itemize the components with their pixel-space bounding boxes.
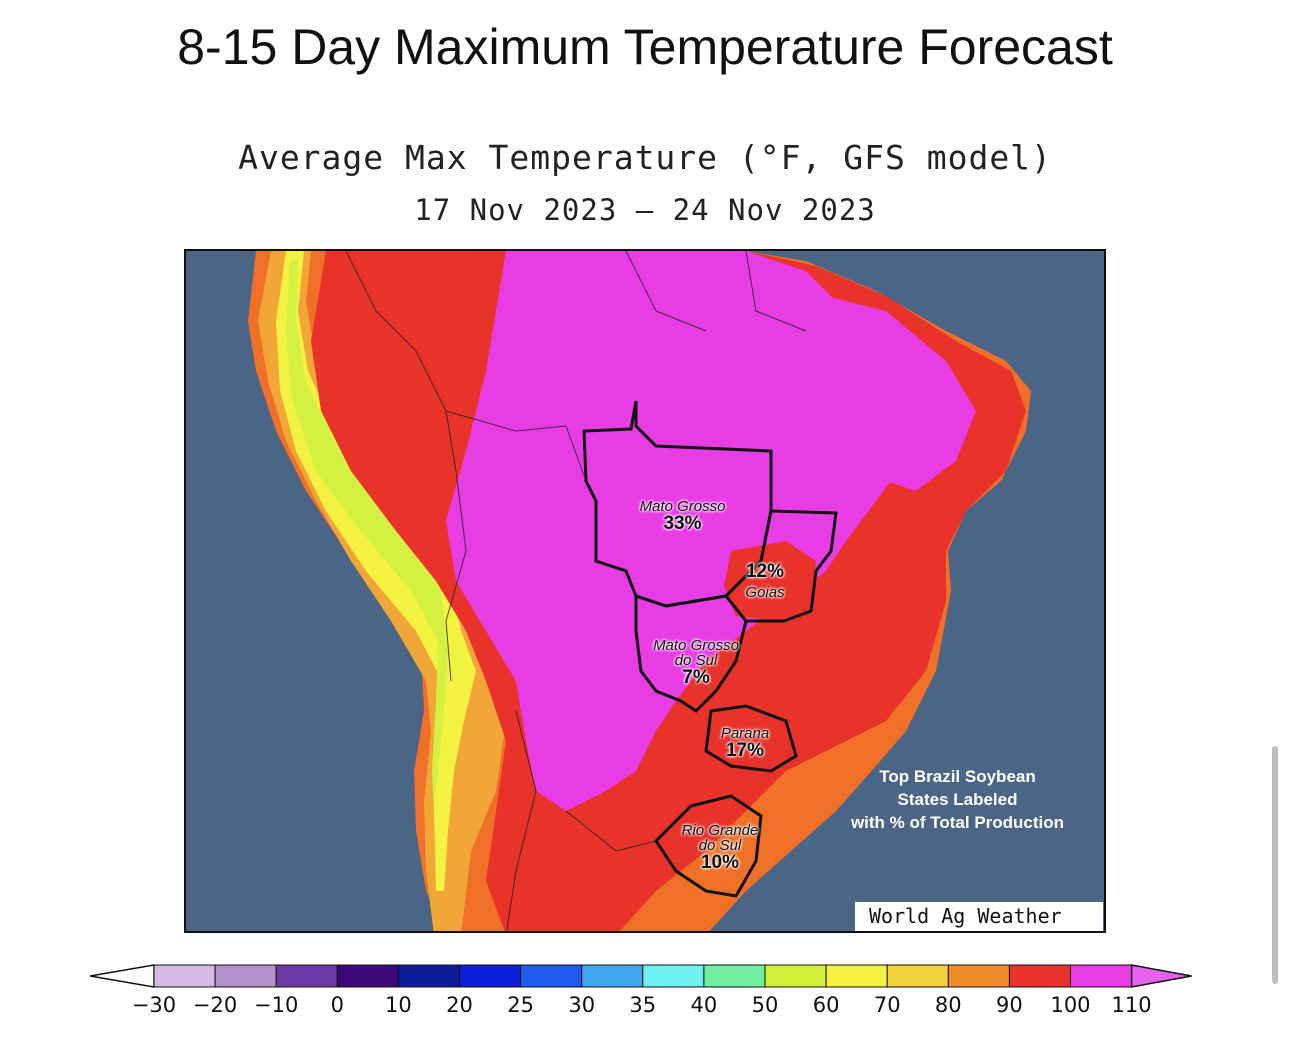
soy-state-borders: [582, 400, 838, 898]
legend-tick-label: 110: [1112, 993, 1152, 1017]
legend-tick-label: 80: [935, 993, 962, 1017]
legend-tick-label: 20: [446, 993, 473, 1017]
legend-tick-label: 60: [813, 993, 840, 1017]
legend-tick-label: 30: [568, 993, 595, 1017]
state-name: Mato Grosso: [639, 498, 726, 515]
border-parana: [704, 704, 798, 773]
legend-swatch: [153, 964, 216, 988]
state-label-rio-grande-do-sul: Rio Grande do Sul 10%: [665, 823, 775, 872]
state-name-line-2: do Sul: [674, 652, 718, 669]
legend-tick-label: 40: [691, 993, 718, 1017]
state-percent: 33%: [663, 513, 702, 534]
temperature-map: [184, 249, 1106, 933]
border-goias: [723, 509, 838, 623]
state-label-goias: 12% Goias: [730, 562, 800, 600]
legend-swatch: [336, 964, 399, 988]
state-name: Goias: [745, 584, 785, 601]
map-graphic: [186, 251, 1104, 931]
legend-swatch: [459, 964, 522, 988]
legend-tick-label: 25: [507, 993, 534, 1017]
magenta-northeast: [806, 291, 976, 491]
legend-high-end-arrow: [1130, 964, 1192, 988]
border-mato-grosso-do-sul: [634, 593, 748, 713]
legend-swatch: [886, 964, 949, 988]
state-percent: 7%: [682, 667, 710, 688]
state-percent: 12%: [745, 561, 785, 582]
legend-swatch: [703, 964, 766, 988]
legend-swatch: [520, 964, 583, 988]
state-label-mato-grosso-do-sul: Mato Grosso do Sul 7%: [636, 638, 756, 687]
legend-swatch: [825, 964, 888, 988]
annotation-line: with % of Total Production: [850, 813, 1065, 832]
legend-swatch: [642, 964, 705, 988]
state-percent: 10%: [700, 852, 740, 873]
state-label-parana: Parana 17%: [705, 726, 785, 760]
legend-swatch: [1008, 964, 1072, 988]
country-borders: [345, 251, 807, 931]
legend-labels: −30 −20 −10 0 10 20 25 30 35 40 50 60 70 80 90 100 110: [132, 993, 1152, 1017]
legend-tick-label: −20: [193, 993, 237, 1017]
legend-tick-label: 50: [752, 993, 779, 1017]
legend-tick-label: −10: [254, 993, 298, 1017]
map-annotation: Top Brazil Soybean States Labeled with %…: [830, 765, 1085, 834]
state-name-line-2: do Sul: [698, 837, 742, 854]
legend-swatch: [947, 964, 1010, 988]
legend-tick-label: 10: [385, 993, 412, 1017]
border-rio-grande-do-sul: [654, 794, 763, 898]
state-name-line-1: Mato Grosso: [653, 637, 739, 654]
legend-tick-label: 100: [1050, 993, 1090, 1017]
andes-cool-band: [286, 261, 448, 811]
legend-swatch: [1070, 964, 1133, 988]
scrollbar-thumb[interactable]: [1272, 746, 1278, 984]
legend-tick-label: 70: [874, 993, 901, 1017]
state-name-line-1: Rio Grande: [681, 822, 759, 839]
legend-swatch: [397, 964, 460, 988]
state-label-mato-grosso: Mato Grosso 33%: [620, 499, 745, 533]
color-legend: −30 −20 −10 0 10 20 25 30 35 40 50 60 70 80 90 100 110: [90, 964, 1192, 1017]
map-title: Average Max Temperature (°F, GFS model): [238, 138, 1052, 177]
legend-tick-label: −30: [132, 993, 176, 1017]
legend-swatches: [90, 964, 1192, 988]
legend-tick-label: 35: [629, 993, 656, 1017]
legend-tick-label: 0: [331, 993, 344, 1017]
legend-swatch: [275, 964, 338, 988]
map-date-range: 17 Nov 2023 – 24 Nov 2023: [414, 193, 876, 227]
legend-low-end-arrow: [90, 964, 155, 988]
legend-tick-label: 90: [996, 993, 1023, 1017]
legend-swatch: [581, 964, 644, 988]
annotation-line: States Labeled: [897, 790, 1018, 809]
state-name: Parana: [720, 725, 770, 742]
legend-swatch: [764, 964, 827, 988]
annotation-line: Top Brazil Soybean: [879, 767, 1036, 786]
magenta-core: [446, 251, 916, 811]
credit-box: World Ag Weather: [855, 902, 1103, 931]
legend-swatch: [214, 964, 277, 988]
page-title: 8-15 Day Maximum Temperature Forecast: [177, 19, 1113, 75]
goias-red-patch: [724, 541, 816, 621]
state-percent: 17%: [725, 740, 765, 761]
